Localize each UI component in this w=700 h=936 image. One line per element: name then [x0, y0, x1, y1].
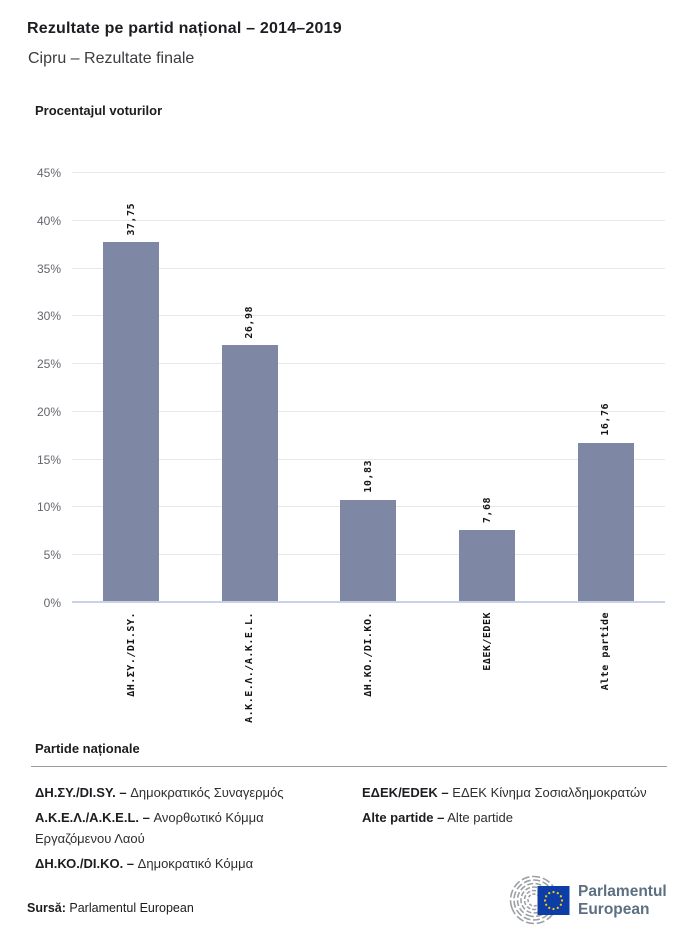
y-tick-label: 25%: [36, 357, 61, 372]
gridline: [72, 363, 665, 365]
page-subtitle: Cipru – Rezultate finale: [28, 50, 195, 67]
bar-slot: 26,98: [191, 173, 310, 603]
bar-3: [340, 499, 397, 603]
party-legend: Partide naționale ΔΗ.ΣΥ./DI.SY. – Δημοκρ…: [31, 741, 667, 878]
bar-slot: 7,68: [428, 173, 547, 603]
gridline: [72, 410, 665, 412]
x-label-slot: Α.Κ.Ε.Λ./A.K.E.L.: [191, 603, 310, 725]
x-axis-label: Alte partide: [600, 612, 612, 691]
logo-text-line2: European: [578, 901, 649, 918]
legend-item: Alte partide – Alte partide: [362, 807, 667, 828]
bar-chart: 37,75 26,98 10,83 7,68 16,76 0% 5% 10% 15% 20% 25…: [35, 167, 665, 725]
bar-4: [459, 529, 516, 603]
x-axis-line: [72, 601, 665, 603]
legend-heading: Partide naționale: [35, 741, 140, 756]
y-tick-label: 0%: [43, 596, 61, 610]
legend-item: ΔΗ.ΣΥ./DI.SY. – Δημοκρατικός Συναγερμός: [35, 782, 337, 803]
bar-2: [221, 345, 278, 603]
x-labels: ΔΗ.ΣΥ./DI.SY. Α.Κ.Ε.Λ./A.K.E.L. ΔΗ.ΚΟ./DI.…: [72, 603, 665, 725]
legend-item: Α.Κ.Ε.Λ./A.K.E.L. – Ανορθωτικό Κόμμα Εργ…: [35, 807, 337, 849]
bars: 37,75 26,98 10,83 7,68 16,76: [72, 173, 665, 603]
legend-column-2: ΕΔΕΚ/EDEK – ΕΔΕΚ Κίνημα Σοσιαλδημοκρατών…: [362, 782, 667, 878]
y-tick-label: 30%: [36, 309, 61, 324]
gridline: [72, 219, 665, 221]
y-tick-label: 10%: [36, 500, 61, 515]
y-tick-label: 20%: [36, 404, 61, 419]
legend-party-name: ΔΗ.ΚΟ./DI.KO. –: [35, 856, 135, 871]
x-label-slot: ΕΔΕΚ/EDEK: [428, 603, 547, 725]
gridline: [72, 458, 665, 460]
legend-party-name: ΕΔΕΚ/EDEK –: [362, 785, 449, 800]
legend-party-desc: Δημοκρατικός Συναγερμός: [126, 785, 284, 800]
bar-value-label: 26,98: [244, 305, 256, 339]
y-tick-label: 35%: [36, 261, 61, 276]
legend-party-desc: Ανορθωτικό Κόμμα Εργαζόμενου Λαού: [35, 810, 264, 846]
ep-logo: Parlamentul European: [500, 872, 686, 933]
y-tick-label: 5%: [43, 548, 61, 563]
legend-divider: [31, 766, 667, 767]
gridline: [72, 172, 665, 173]
x-axis-label: ΔΗ.ΣΥ./DI.SY.: [125, 612, 137, 697]
eu-flag-icon: [537, 886, 570, 915]
x-axis-label: Α.Κ.Ε.Λ./A.K.E.L.: [244, 612, 256, 723]
legend-party-desc: ΕΔΕΚ Κίνημα Σοσιαλδημοκρατών: [448, 785, 647, 800]
bar-value-label: 16,76: [600, 403, 612, 436]
legend-column-1: ΔΗ.ΣΥ./DI.SY. – Δημοκρατικός Συναγερμός Α…: [35, 782, 337, 878]
bar-slot: 37,75: [72, 173, 191, 603]
bar-slot: 10,83: [309, 173, 428, 603]
x-label-slot: Alte partide: [546, 603, 665, 725]
source-note: Sursă: Parlamentul European: [27, 901, 194, 915]
source-value: Parlamentul European: [69, 901, 194, 915]
source-label: Sursă:: [27, 901, 66, 915]
y-tick-label: 45%: [36, 166, 61, 180]
legend-item: ΕΔΕΚ/EDEK – ΕΔΕΚ Κίνημα Σοσιαλδημοκρατών: [362, 782, 667, 803]
x-label-slot: ΔΗ.ΚΟ./DI.KO.: [309, 603, 428, 725]
legend-party-desc: Δημοκρατικό Κόμμα: [134, 856, 254, 871]
legend-columns: ΔΗ.ΣΥ./DI.SY. – Δημοκρατικός Συναγερμός Α…: [35, 782, 667, 878]
plot-area: 37,75 26,98 10,83 7,68 16,76 0% 5% 10% 15% 20% 25…: [37, 167, 665, 609]
x-axis-label: ΕΔΕΚ/EDEK: [481, 612, 493, 671]
legend-party-name: Α.Κ.Ε.Λ./A.K.E.L. –: [35, 810, 150, 825]
bar-value-label: 7,68: [481, 496, 493, 523]
legend-party-desc: Alte partide: [444, 810, 514, 825]
bar-value-label: 37,75: [125, 202, 137, 236]
bar-5: [577, 442, 634, 603]
bar-value-label: 10,83: [362, 459, 374, 493]
ep-logo-graphic: Parlamentul European: [509, 875, 667, 925]
legend-party-name: Alte partide –: [362, 810, 445, 825]
bar-1: [103, 242, 160, 603]
y-tick-label: 15%: [36, 452, 61, 467]
bar-slot: 16,76: [546, 173, 665, 603]
page-title: Rezultate pe partid național – 2014–2019: [27, 20, 342, 37]
gridline: [72, 315, 665, 317]
gridline: [72, 267, 665, 269]
legend-item: ΔΗ.ΚΟ./DI.KO. – Δημοκρατικό Κόμμα: [35, 853, 337, 874]
y-tick-label: 40%: [36, 213, 61, 228]
chart-title: Procentajul voturilor: [35, 103, 163, 118]
x-axis-label: ΔΗ.ΚΟ./DI.KO.: [362, 612, 374, 697]
x-label-slot: ΔΗ.ΣΥ./DI.SY.: [72, 603, 191, 725]
logo-text-line1: Parlamentul: [578, 883, 667, 900]
legend-party-name: ΔΗ.ΣΥ./DI.SY. –: [35, 785, 127, 800]
